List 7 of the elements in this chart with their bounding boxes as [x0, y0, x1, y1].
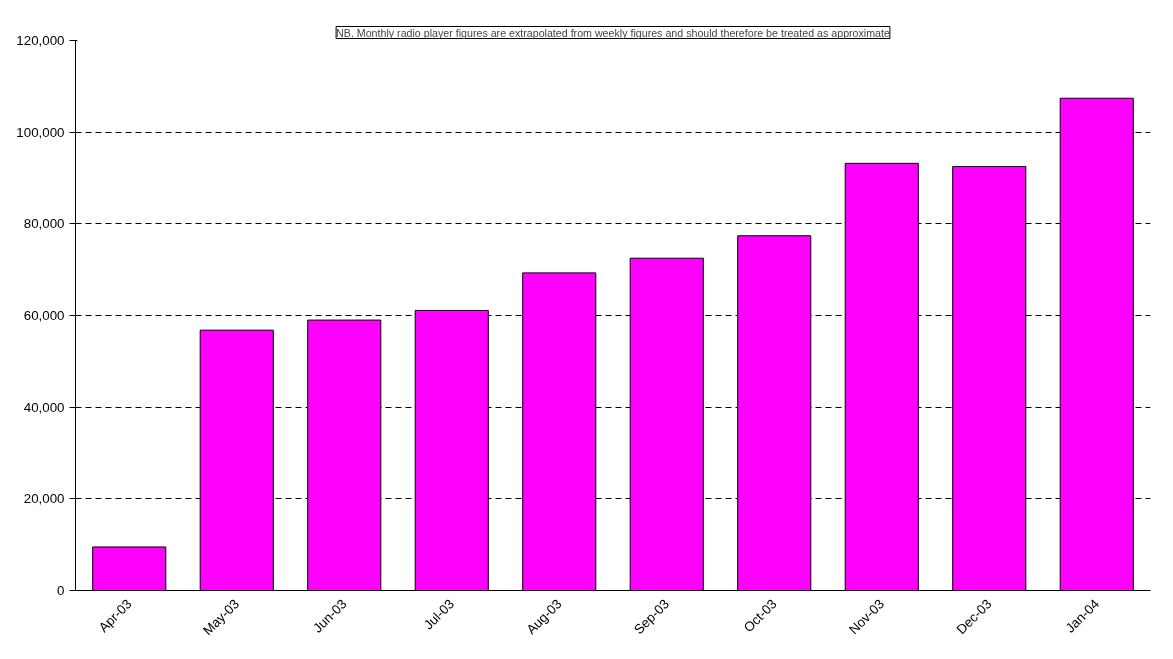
y-tick-label: 120,000 — [16, 33, 65, 48]
y-tick-label: 80,000 — [23, 216, 65, 232]
y-tick-label: 40,000 — [23, 399, 65, 415]
y-tick-label: 0 — [57, 583, 65, 598]
y-tick-label: 100,000 — [16, 124, 65, 140]
y-tick-label: 60,000 — [23, 308, 65, 323]
y-tick-label: 20,000 — [23, 491, 65, 507]
